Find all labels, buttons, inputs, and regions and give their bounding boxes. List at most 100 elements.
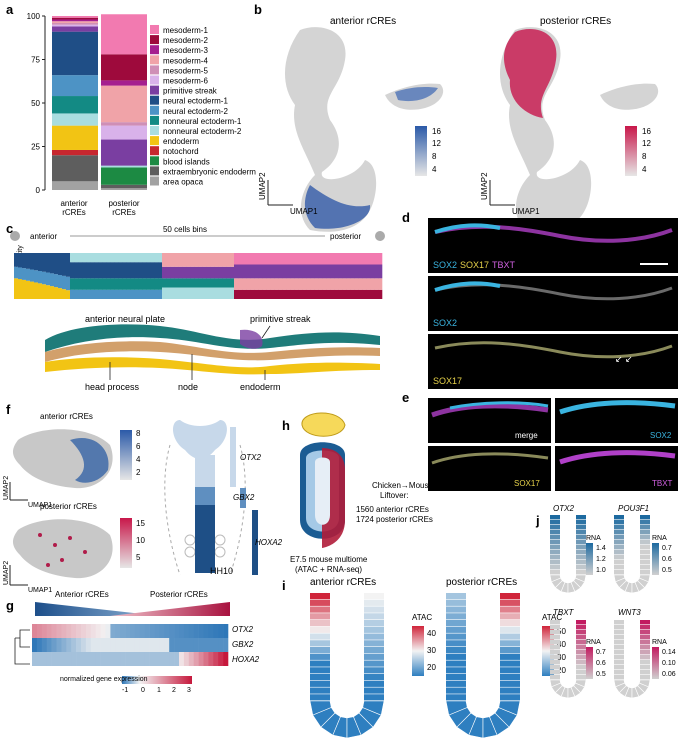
u-segment [576, 560, 586, 565]
heat-cell [61, 624, 67, 638]
otx2-domain-bar [230, 427, 236, 487]
bin-segment [198, 266, 203, 279]
bin-segment [50, 253, 55, 274]
embryo-schematic [45, 324, 380, 375]
bin-segment [246, 278, 251, 290]
bin-segment [186, 287, 191, 299]
bin-segment [58, 288, 63, 299]
heat-cell [71, 638, 77, 652]
bin-segment [126, 289, 131, 299]
bin-segment [202, 287, 207, 299]
u-segment [614, 515, 624, 520]
heat-cell [36, 638, 43, 652]
u-segment [614, 670, 624, 675]
heat-cell [208, 624, 214, 638]
u-segment [640, 655, 650, 660]
u-segment [550, 625, 560, 630]
bin-segment [226, 278, 231, 288]
bin-segment [370, 264, 375, 279]
bin-segment [106, 278, 111, 290]
cell-dot [38, 533, 42, 537]
u-segment [500, 694, 520, 701]
cbar-tick: 5 [136, 553, 141, 562]
u-segment [614, 650, 624, 655]
heat-cell [198, 624, 204, 638]
u-segment [364, 667, 384, 674]
bin-segment [190, 287, 195, 299]
heat-cell [115, 638, 121, 652]
u-segment [614, 545, 624, 550]
bin-segment [214, 266, 219, 279]
u-segment [576, 665, 586, 670]
u-segment [500, 599, 520, 606]
bin-segment [354, 289, 359, 299]
u-segment [614, 560, 624, 565]
heat-cell [188, 624, 194, 638]
bar-segment [52, 113, 98, 126]
bin-segment [150, 289, 155, 299]
bin-segment [94, 262, 99, 279]
u-segment [640, 665, 650, 670]
bin-segment [30, 269, 35, 282]
heat-cell [76, 638, 82, 652]
bin-segment [26, 280, 31, 299]
heat-cell [218, 624, 224, 638]
spinal-region [195, 505, 215, 533]
bin-segment [354, 278, 359, 290]
heat-cell [120, 624, 126, 638]
legend-swatch [150, 105, 159, 115]
cbar-tick: 30 [557, 653, 566, 662]
f-xlabel: UMAP1 [28, 587, 52, 594]
bin-segment [118, 262, 123, 279]
heat-cell [183, 652, 190, 666]
u-segment [640, 645, 650, 650]
u-segment [364, 633, 384, 640]
bin-segment [118, 253, 123, 263]
heat-cell [105, 652, 111, 666]
heat-cell [130, 652, 136, 666]
bar-segment [52, 19, 98, 22]
tissue-signal [434, 281, 501, 292]
u-segment [614, 660, 624, 665]
bin-segment [346, 289, 351, 299]
bin-segment [226, 287, 231, 299]
somite-icon [184, 546, 196, 558]
bin-segment [270, 278, 275, 290]
bar-segment [101, 188, 147, 190]
cbar-tick: 30 [427, 646, 436, 655]
i-title-posterior: posterior rCREs [446, 577, 517, 588]
bin-segment [246, 253, 251, 265]
bin-segment [250, 253, 255, 265]
heat-cell [71, 652, 77, 666]
atac-label-2: ATAC [542, 613, 562, 622]
bin-segment [162, 287, 167, 299]
bin-segment [198, 253, 203, 267]
bin-segment [266, 264, 271, 279]
bin-segment [90, 253, 95, 263]
bin-segment [138, 289, 143, 299]
legend-label: notochord [163, 147, 199, 156]
bin-segment [66, 276, 71, 291]
bin-segment [258, 278, 263, 290]
bin-segment [278, 289, 283, 299]
legend-label: nonneural ectoderm-1 [163, 117, 242, 126]
bin-segment [334, 289, 339, 299]
u-segment [550, 565, 560, 570]
bar-segment [52, 16, 98, 18]
bin-segment [110, 278, 115, 290]
u-segment [550, 535, 560, 540]
cbar-tick: 8 [136, 429, 141, 438]
heat-cell [125, 638, 131, 652]
heat-cell [32, 652, 38, 666]
bin-segment [358, 278, 363, 290]
hindbrain-region [195, 487, 215, 505]
f-ylabel: UMAP2 [3, 561, 10, 585]
heat-cell [76, 652, 82, 666]
bin-segment [166, 287, 171, 299]
panel-label-c: c [6, 221, 13, 236]
bin-segment [126, 278, 131, 290]
heat-cell [95, 638, 101, 652]
ectoderm-layer [45, 324, 380, 352]
rna-colorbar [652, 543, 659, 575]
bin-segment [322, 264, 327, 279]
